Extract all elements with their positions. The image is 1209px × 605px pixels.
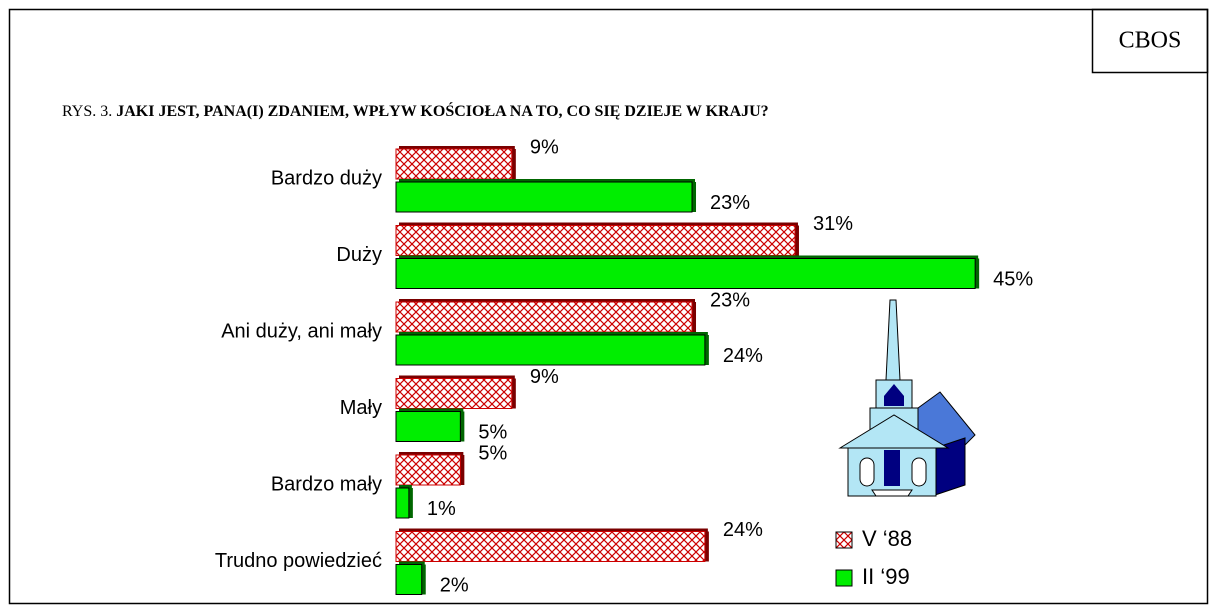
y-tick-label: Bardzo mały [271, 473, 382, 495]
bar-side [460, 455, 465, 485]
bar-side [692, 182, 697, 212]
value-label: 23% [710, 289, 750, 311]
value-label: 9% [530, 136, 559, 158]
bar [395, 454, 461, 486]
bar-side [975, 258, 980, 289]
bar-side [511, 378, 516, 409]
bar [395, 531, 706, 562]
value-label: 31% [813, 213, 853, 235]
bar-top [399, 485, 412, 488]
value-label: 24% [723, 519, 763, 541]
bar [395, 225, 796, 256]
bar-side [704, 531, 709, 562]
y-tick-label: Bardzo duży [271, 167, 382, 189]
bar-top [399, 179, 696, 182]
legend-label: V ‘88 [862, 526, 912, 551]
bar-top [399, 222, 798, 226]
value-label: 2% [440, 574, 469, 596]
bar-side [421, 564, 426, 595]
value-label: 1% [427, 498, 456, 520]
bar-top [399, 561, 425, 565]
bar [395, 258, 976, 289]
legend-label: II ‘99 [862, 564, 910, 589]
bar [395, 378, 513, 409]
legend-swatch [835, 531, 853, 549]
figure-label: RYS. 3. [62, 103, 112, 120]
church [838, 299, 976, 497]
source-box [1091, 8, 1209, 74]
bar-side [692, 302, 697, 332]
y-tick-label: Mały [340, 397, 382, 419]
bar [395, 411, 461, 442]
value-label: 9% [530, 366, 559, 388]
bar-top [399, 332, 708, 335]
frame [8, 8, 1209, 605]
value-label: 23% [710, 192, 750, 214]
y-tick-label: Duży [336, 244, 382, 266]
title: JAKI JEST, PANA(I) ZDANIEM, WPŁYW KOŚCIO… [116, 101, 768, 120]
legend-swatch [835, 569, 853, 587]
bar-top [399, 146, 515, 149]
y-tick-label: Ani duży, ani mały [221, 320, 382, 342]
bar-top [399, 528, 708, 532]
value-label: 5% [478, 442, 507, 464]
source: CBOS [1119, 28, 1182, 54]
bar-side [460, 411, 465, 442]
bar-top [399, 299, 696, 302]
value-label: 5% [478, 421, 507, 443]
bar-side [511, 149, 516, 179]
bar [395, 564, 423, 595]
bar-side [408, 488, 413, 518]
bar-top [399, 452, 464, 455]
bar-top [399, 408, 464, 412]
bar [395, 181, 693, 213]
bar [395, 301, 693, 333]
bar-side [794, 225, 799, 256]
bar [395, 487, 410, 519]
value-label: 24% [723, 345, 763, 367]
bar [395, 148, 513, 180]
bar [395, 334, 706, 366]
bar-top [399, 375, 515, 379]
bar-top [399, 255, 979, 259]
chart-title: RYS. 3. JAKI JEST, PANA(I) ZDANIEM, WPŁY… [62, 101, 769, 120]
bar-side [704, 335, 709, 365]
value-label: 45% [993, 268, 1033, 290]
y-tick-label: Trudno powiedzieć [215, 550, 382, 572]
